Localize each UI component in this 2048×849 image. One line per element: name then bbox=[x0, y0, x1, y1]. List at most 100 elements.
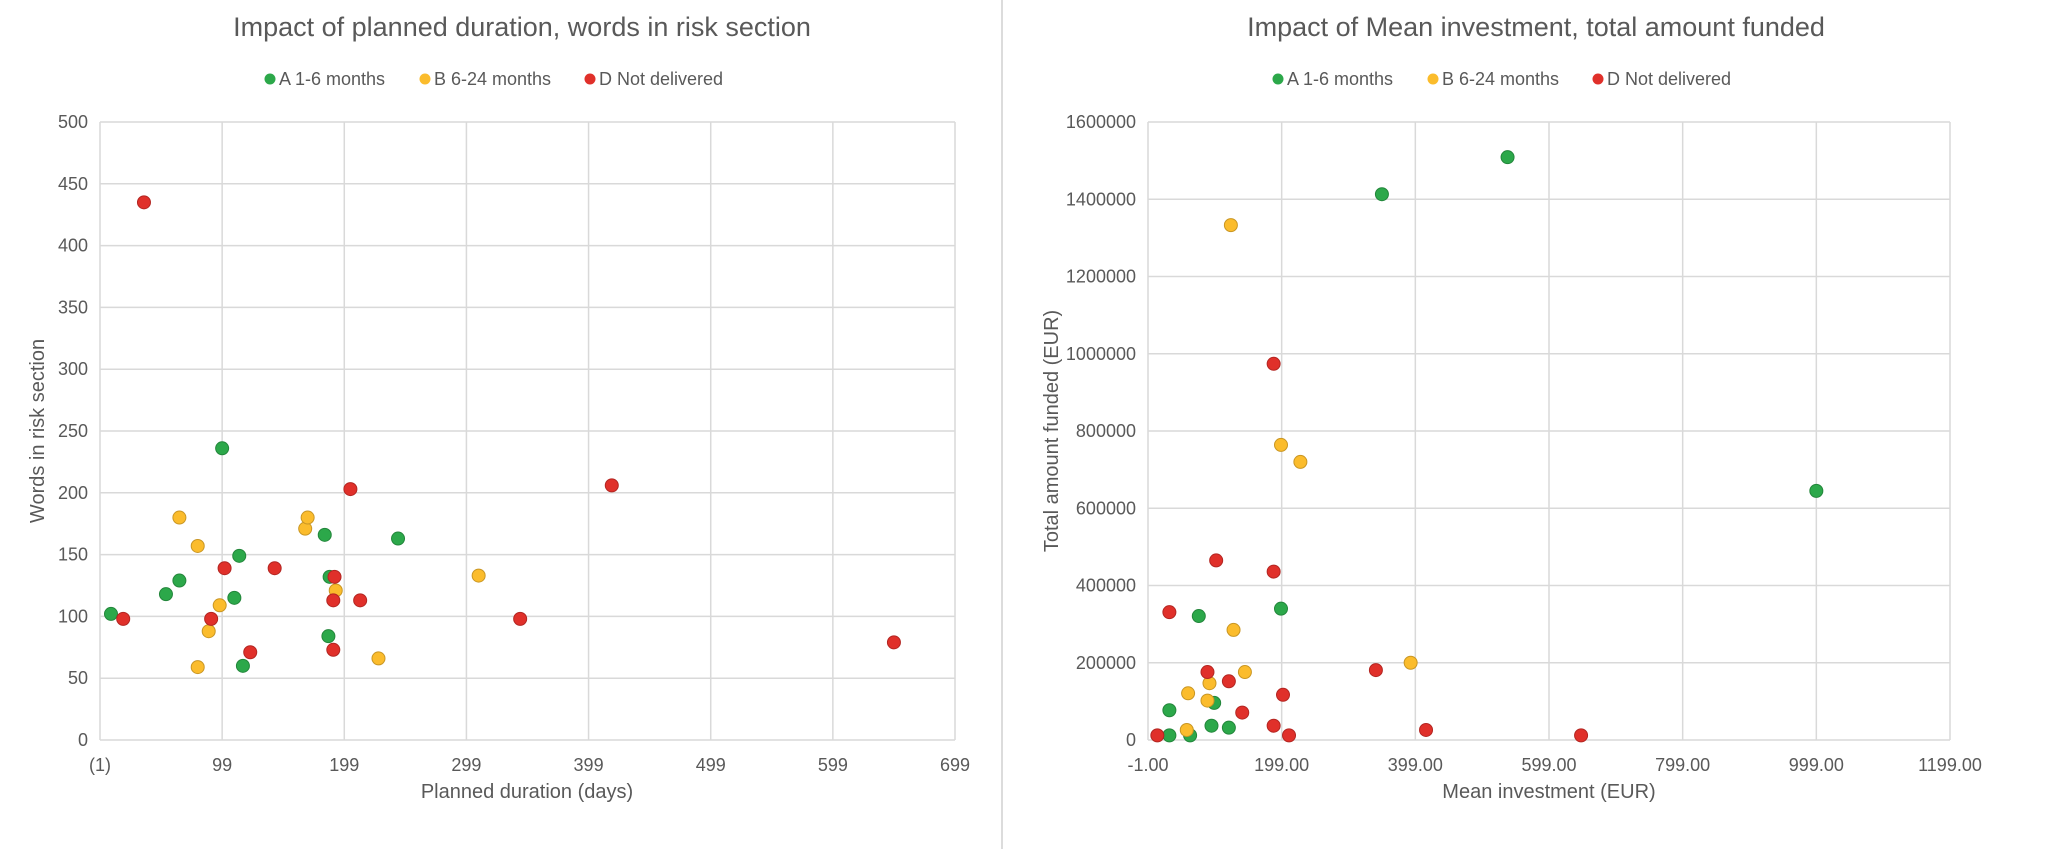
x-tick-label: 799.00 bbox=[1655, 755, 1710, 775]
x-axis-label: Mean investment (EUR) bbox=[1442, 781, 1655, 803]
y-tick-label: 1400000 bbox=[1066, 189, 1136, 209]
data-point bbox=[1200, 665, 1215, 680]
data-point bbox=[1162, 703, 1177, 718]
data-point bbox=[886, 635, 901, 650]
chart-planned-duration: Impact of planned duration, words in ris… bbox=[27, 12, 970, 803]
y-tick-label: 300 bbox=[58, 359, 88, 379]
data-point bbox=[1223, 218, 1238, 233]
data-point bbox=[212, 598, 227, 613]
data-point bbox=[1162, 605, 1177, 620]
data-point bbox=[1191, 609, 1206, 624]
data-point bbox=[1273, 437, 1288, 452]
data-point bbox=[300, 510, 315, 525]
y-tick-label: 400000 bbox=[1076, 576, 1136, 596]
data-point bbox=[1226, 622, 1241, 637]
chart-title: Impact of planned duration, words in ris… bbox=[233, 12, 811, 42]
y-tick-label: 500 bbox=[58, 112, 88, 132]
data-point bbox=[243, 645, 258, 660]
data-point bbox=[353, 593, 368, 608]
data-point bbox=[1204, 718, 1219, 733]
data-point bbox=[158, 587, 173, 602]
legend-label: B 6-24 months bbox=[1442, 69, 1559, 89]
data-point bbox=[1282, 728, 1297, 743]
data-point bbox=[326, 593, 341, 608]
data-point bbox=[1266, 356, 1281, 371]
y-tick-label: 600000 bbox=[1076, 498, 1136, 518]
data-point bbox=[1237, 665, 1252, 680]
data-point bbox=[1809, 483, 1824, 498]
y-axis-label: Total amount funded (EUR) bbox=[1041, 310, 1063, 552]
y-axis-label: Words in risk section bbox=[27, 339, 49, 523]
data-point bbox=[215, 441, 230, 456]
legend-label: D Not delivered bbox=[1607, 69, 1731, 89]
x-tick-label: 199.00 bbox=[1254, 755, 1309, 775]
data-point bbox=[204, 611, 219, 626]
x-tick-label: 99 bbox=[212, 755, 232, 775]
data-point bbox=[343, 482, 358, 497]
x-tick-label: (1) bbox=[89, 755, 111, 775]
legend-label: A 1-6 months bbox=[279, 69, 385, 89]
data-point bbox=[1221, 720, 1236, 735]
data-point bbox=[1209, 553, 1224, 568]
y-tick-label: 350 bbox=[58, 297, 88, 317]
data-point bbox=[604, 478, 619, 493]
y-tick-label: 0 bbox=[78, 730, 88, 750]
data-point bbox=[1179, 722, 1194, 737]
data-point bbox=[471, 568, 486, 583]
legend-marker bbox=[1592, 73, 1604, 85]
data-point bbox=[1368, 663, 1383, 678]
data-point bbox=[116, 611, 131, 626]
x-tick-label: 399.00 bbox=[1388, 755, 1443, 775]
y-tick-label: 1600000 bbox=[1066, 112, 1136, 132]
legend-marker bbox=[584, 73, 596, 85]
x-tick-label: 999.00 bbox=[1789, 755, 1844, 775]
data-point bbox=[391, 531, 406, 546]
y-tick-label: 150 bbox=[58, 545, 88, 565]
data-point bbox=[267, 561, 282, 576]
y-tick-label: 1200000 bbox=[1066, 267, 1136, 287]
data-point bbox=[172, 573, 187, 588]
data-point bbox=[1200, 693, 1215, 708]
data-point bbox=[1419, 722, 1434, 737]
y-tick-label: 200000 bbox=[1076, 653, 1136, 673]
data-point bbox=[1162, 728, 1177, 743]
data-point bbox=[1266, 718, 1281, 733]
data-point bbox=[103, 606, 118, 621]
legend-item: B 6-24 months bbox=[1427, 69, 1559, 89]
legend-marker bbox=[1427, 73, 1439, 85]
y-tick-label: 0 bbox=[1126, 730, 1136, 750]
data-point bbox=[190, 660, 205, 675]
data-point bbox=[1273, 601, 1288, 616]
data-point bbox=[1374, 187, 1389, 202]
data-point bbox=[201, 624, 216, 639]
data-point bbox=[317, 527, 332, 542]
y-tick-label: 200 bbox=[58, 483, 88, 503]
data-point bbox=[190, 538, 205, 553]
data-point bbox=[1221, 674, 1236, 689]
y-tick-label: 450 bbox=[58, 174, 88, 194]
x-tick-label: 199 bbox=[329, 755, 359, 775]
data-point bbox=[1235, 705, 1250, 720]
chart-title: Impact of Mean investment, total amount … bbox=[1247, 12, 1825, 42]
chart-mean-investment: Impact of Mean investment, total amount … bbox=[1041, 12, 1982, 803]
data-point bbox=[227, 590, 242, 605]
data-point bbox=[1403, 655, 1418, 670]
legend-label: D Not delivered bbox=[599, 69, 723, 89]
data-point bbox=[1574, 728, 1589, 743]
data-point bbox=[1276, 687, 1291, 702]
data-point bbox=[513, 611, 528, 626]
data-point bbox=[1181, 686, 1196, 701]
data-point bbox=[321, 629, 336, 644]
y-tick-label: 400 bbox=[58, 236, 88, 256]
legend-item: B 6-24 months bbox=[419, 69, 551, 89]
legend-label: B 6-24 months bbox=[434, 69, 551, 89]
data-point bbox=[1500, 150, 1515, 165]
x-tick-label: -1.00 bbox=[1127, 755, 1168, 775]
legend-item: A 1-6 months bbox=[1272, 69, 1393, 89]
y-tick-label: 1000000 bbox=[1066, 344, 1136, 364]
x-tick-label: 299 bbox=[451, 755, 481, 775]
legend-item: D Not delivered bbox=[1592, 69, 1731, 89]
y-tick-label: 100 bbox=[58, 606, 88, 626]
y-tick-label: 250 bbox=[58, 421, 88, 441]
legend-item: D Not delivered bbox=[584, 69, 723, 89]
